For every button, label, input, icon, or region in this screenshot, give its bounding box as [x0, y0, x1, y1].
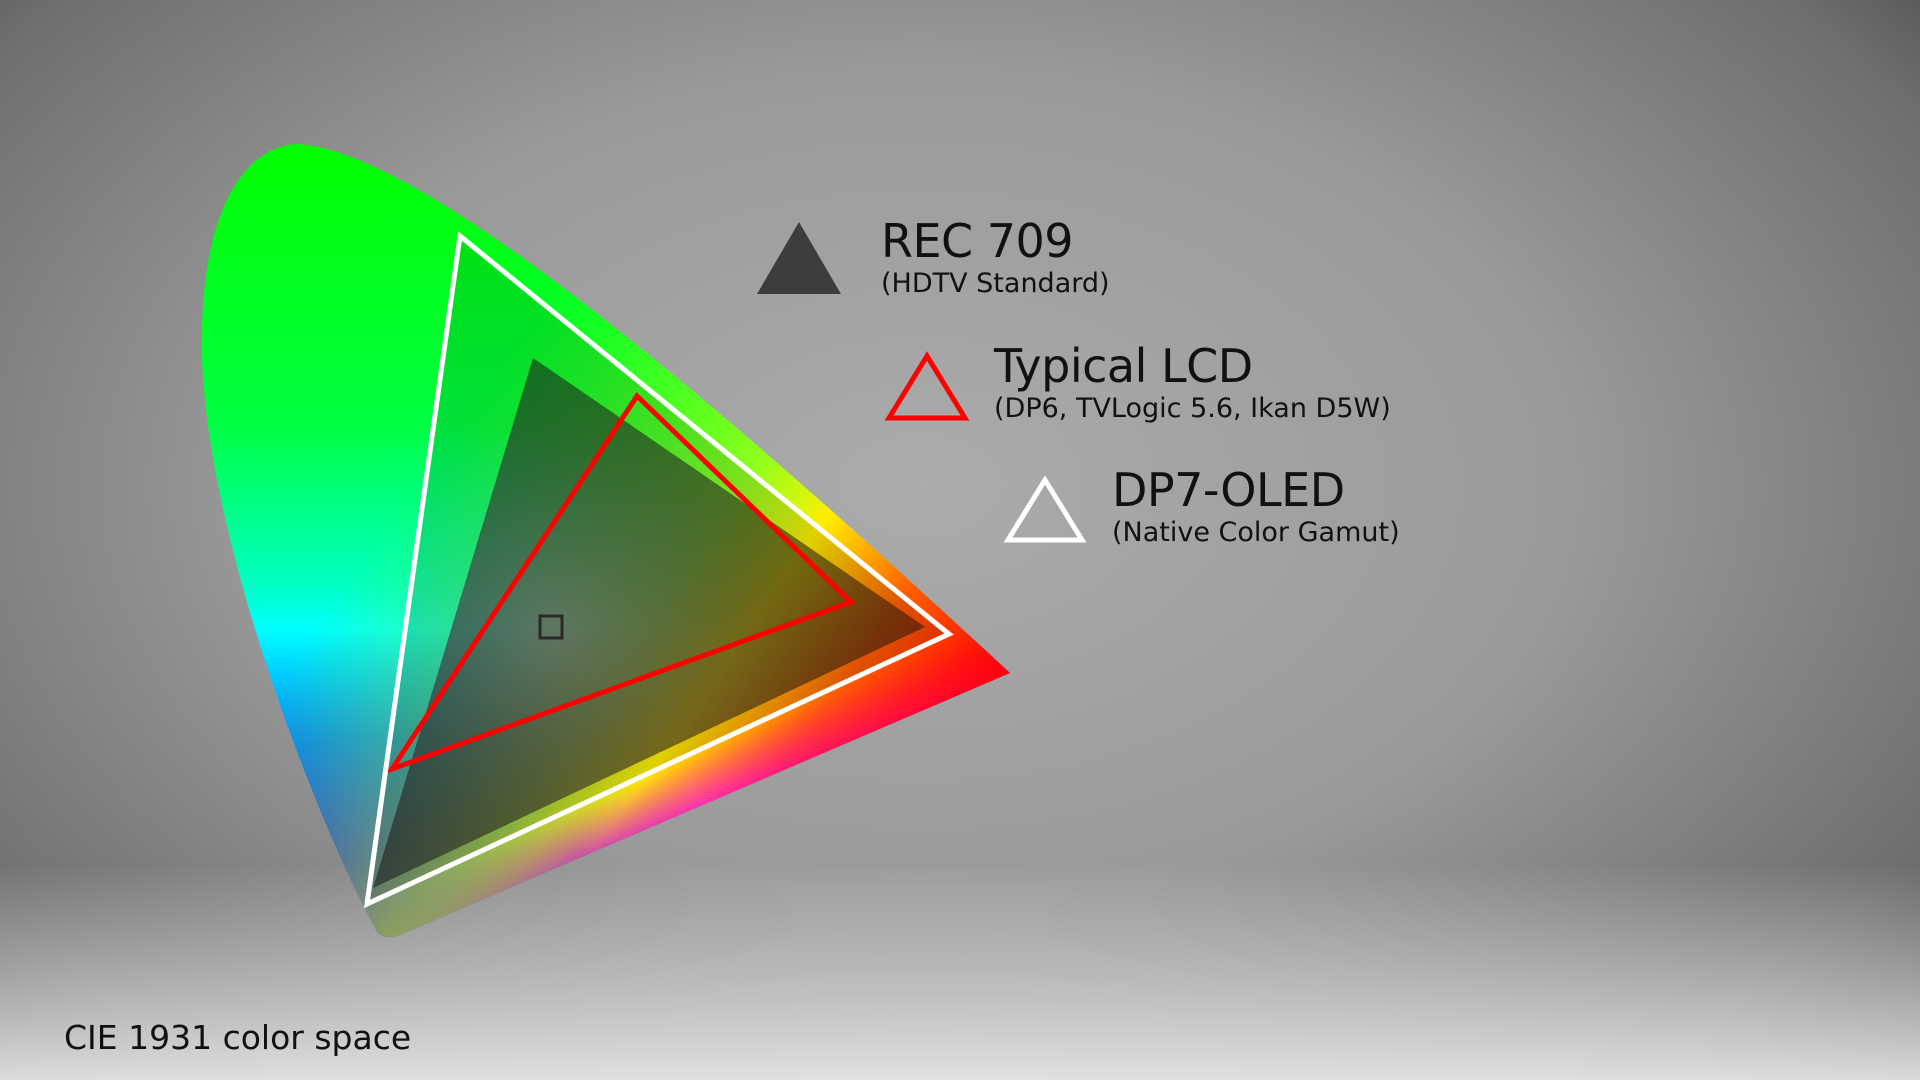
legend-typical-lcd-triangle-icon — [884, 351, 970, 421]
legend-rec709-filled-triangle-icon — [757, 222, 841, 294]
rec709-inner-tint — [373, 358, 925, 888]
legend-rec709-subtitle: (HDTV Standard) — [881, 268, 1110, 299]
legend-dp7-oled-subtitle: (Native Color Gamut) — [1112, 517, 1400, 548]
legend-typical-lcd-title: Typical LCD — [994, 339, 1253, 393]
dp7-oled-gamut-triangle — [363, 231, 954, 909]
legend-dp7-oled-title: DP7-OLED — [1112, 463, 1345, 517]
legend-dp7-oled-triangle-icon — [1003, 475, 1087, 543]
legend-typical-lcd-subtitle: (DP6, TVLogic 5.6, Ikan D5W) — [994, 393, 1391, 424]
legend-rec709-title: REC 709 — [881, 214, 1074, 268]
footer-caption: CIE 1931 color space — [64, 1018, 412, 1057]
typical-lcd-gamut-triangle — [385, 392, 856, 774]
white-point-square-icon — [538, 614, 564, 640]
